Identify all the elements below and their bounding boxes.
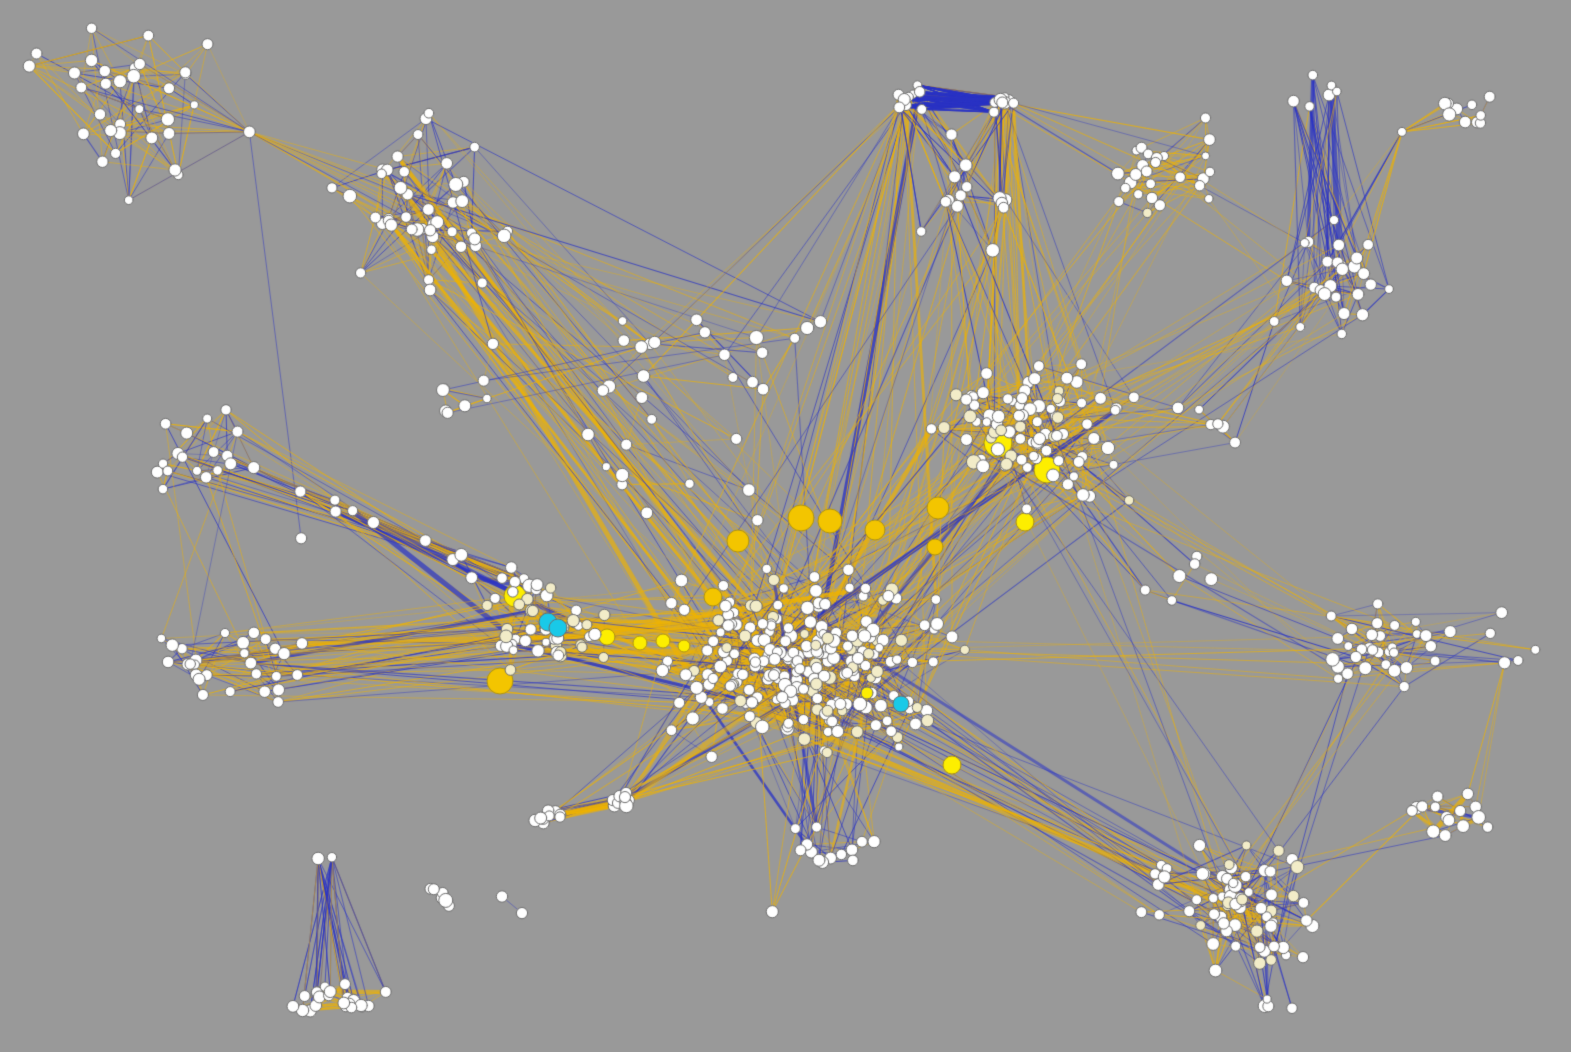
network-graph-canvas bbox=[0, 0, 1571, 1052]
network-visualization bbox=[0, 0, 1571, 1052]
